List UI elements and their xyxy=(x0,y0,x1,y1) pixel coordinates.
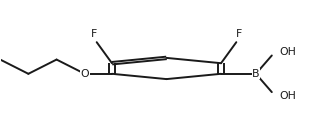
Text: O: O xyxy=(81,68,89,79)
Text: OH: OH xyxy=(279,47,296,57)
Text: OH: OH xyxy=(279,91,296,101)
Text: F: F xyxy=(91,29,97,39)
Text: B: B xyxy=(252,69,260,79)
Text: F: F xyxy=(236,29,242,39)
